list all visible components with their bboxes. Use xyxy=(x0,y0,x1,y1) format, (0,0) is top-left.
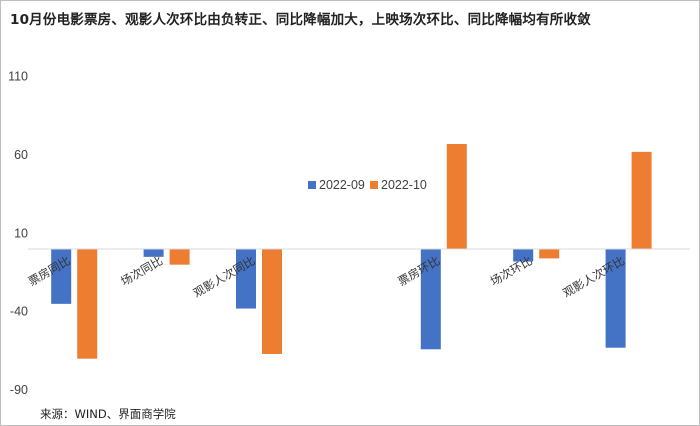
y-tick-label: -40 xyxy=(10,305,28,319)
legend-label: 2022-09 xyxy=(319,178,365,192)
y-tick-label: 60 xyxy=(14,148,28,162)
bar-series2 xyxy=(169,249,190,265)
legend-swatch xyxy=(370,181,378,189)
legend-label: 2022-10 xyxy=(381,178,427,192)
category-label: 场次同比 xyxy=(118,253,165,288)
bar-series1 xyxy=(236,249,256,309)
y-tick-label: 110 xyxy=(8,70,28,84)
bar-series1 xyxy=(513,249,534,262)
source-note: 来源：WIND、界面商学院 xyxy=(40,407,176,421)
bar-series1 xyxy=(143,249,164,257)
bar-series2 xyxy=(77,249,98,359)
chart-title: 10月份电影票房、观影人次环比由负转正、同比降幅加大，上映场次环比、同比降幅均有… xyxy=(10,12,591,28)
bar-series1 xyxy=(420,249,441,350)
bar-series2 xyxy=(539,249,560,259)
category-label: 场次环比 xyxy=(488,253,535,288)
y-tick-label: 10 xyxy=(14,226,28,240)
y-tick-label: -90 xyxy=(10,383,28,397)
bar-series2 xyxy=(262,249,282,354)
bar-series2 xyxy=(446,144,467,249)
bar-series2 xyxy=(631,151,652,249)
legend-swatch xyxy=(308,181,316,189)
bar-series1 xyxy=(51,249,72,304)
bar-series1 xyxy=(605,249,626,348)
